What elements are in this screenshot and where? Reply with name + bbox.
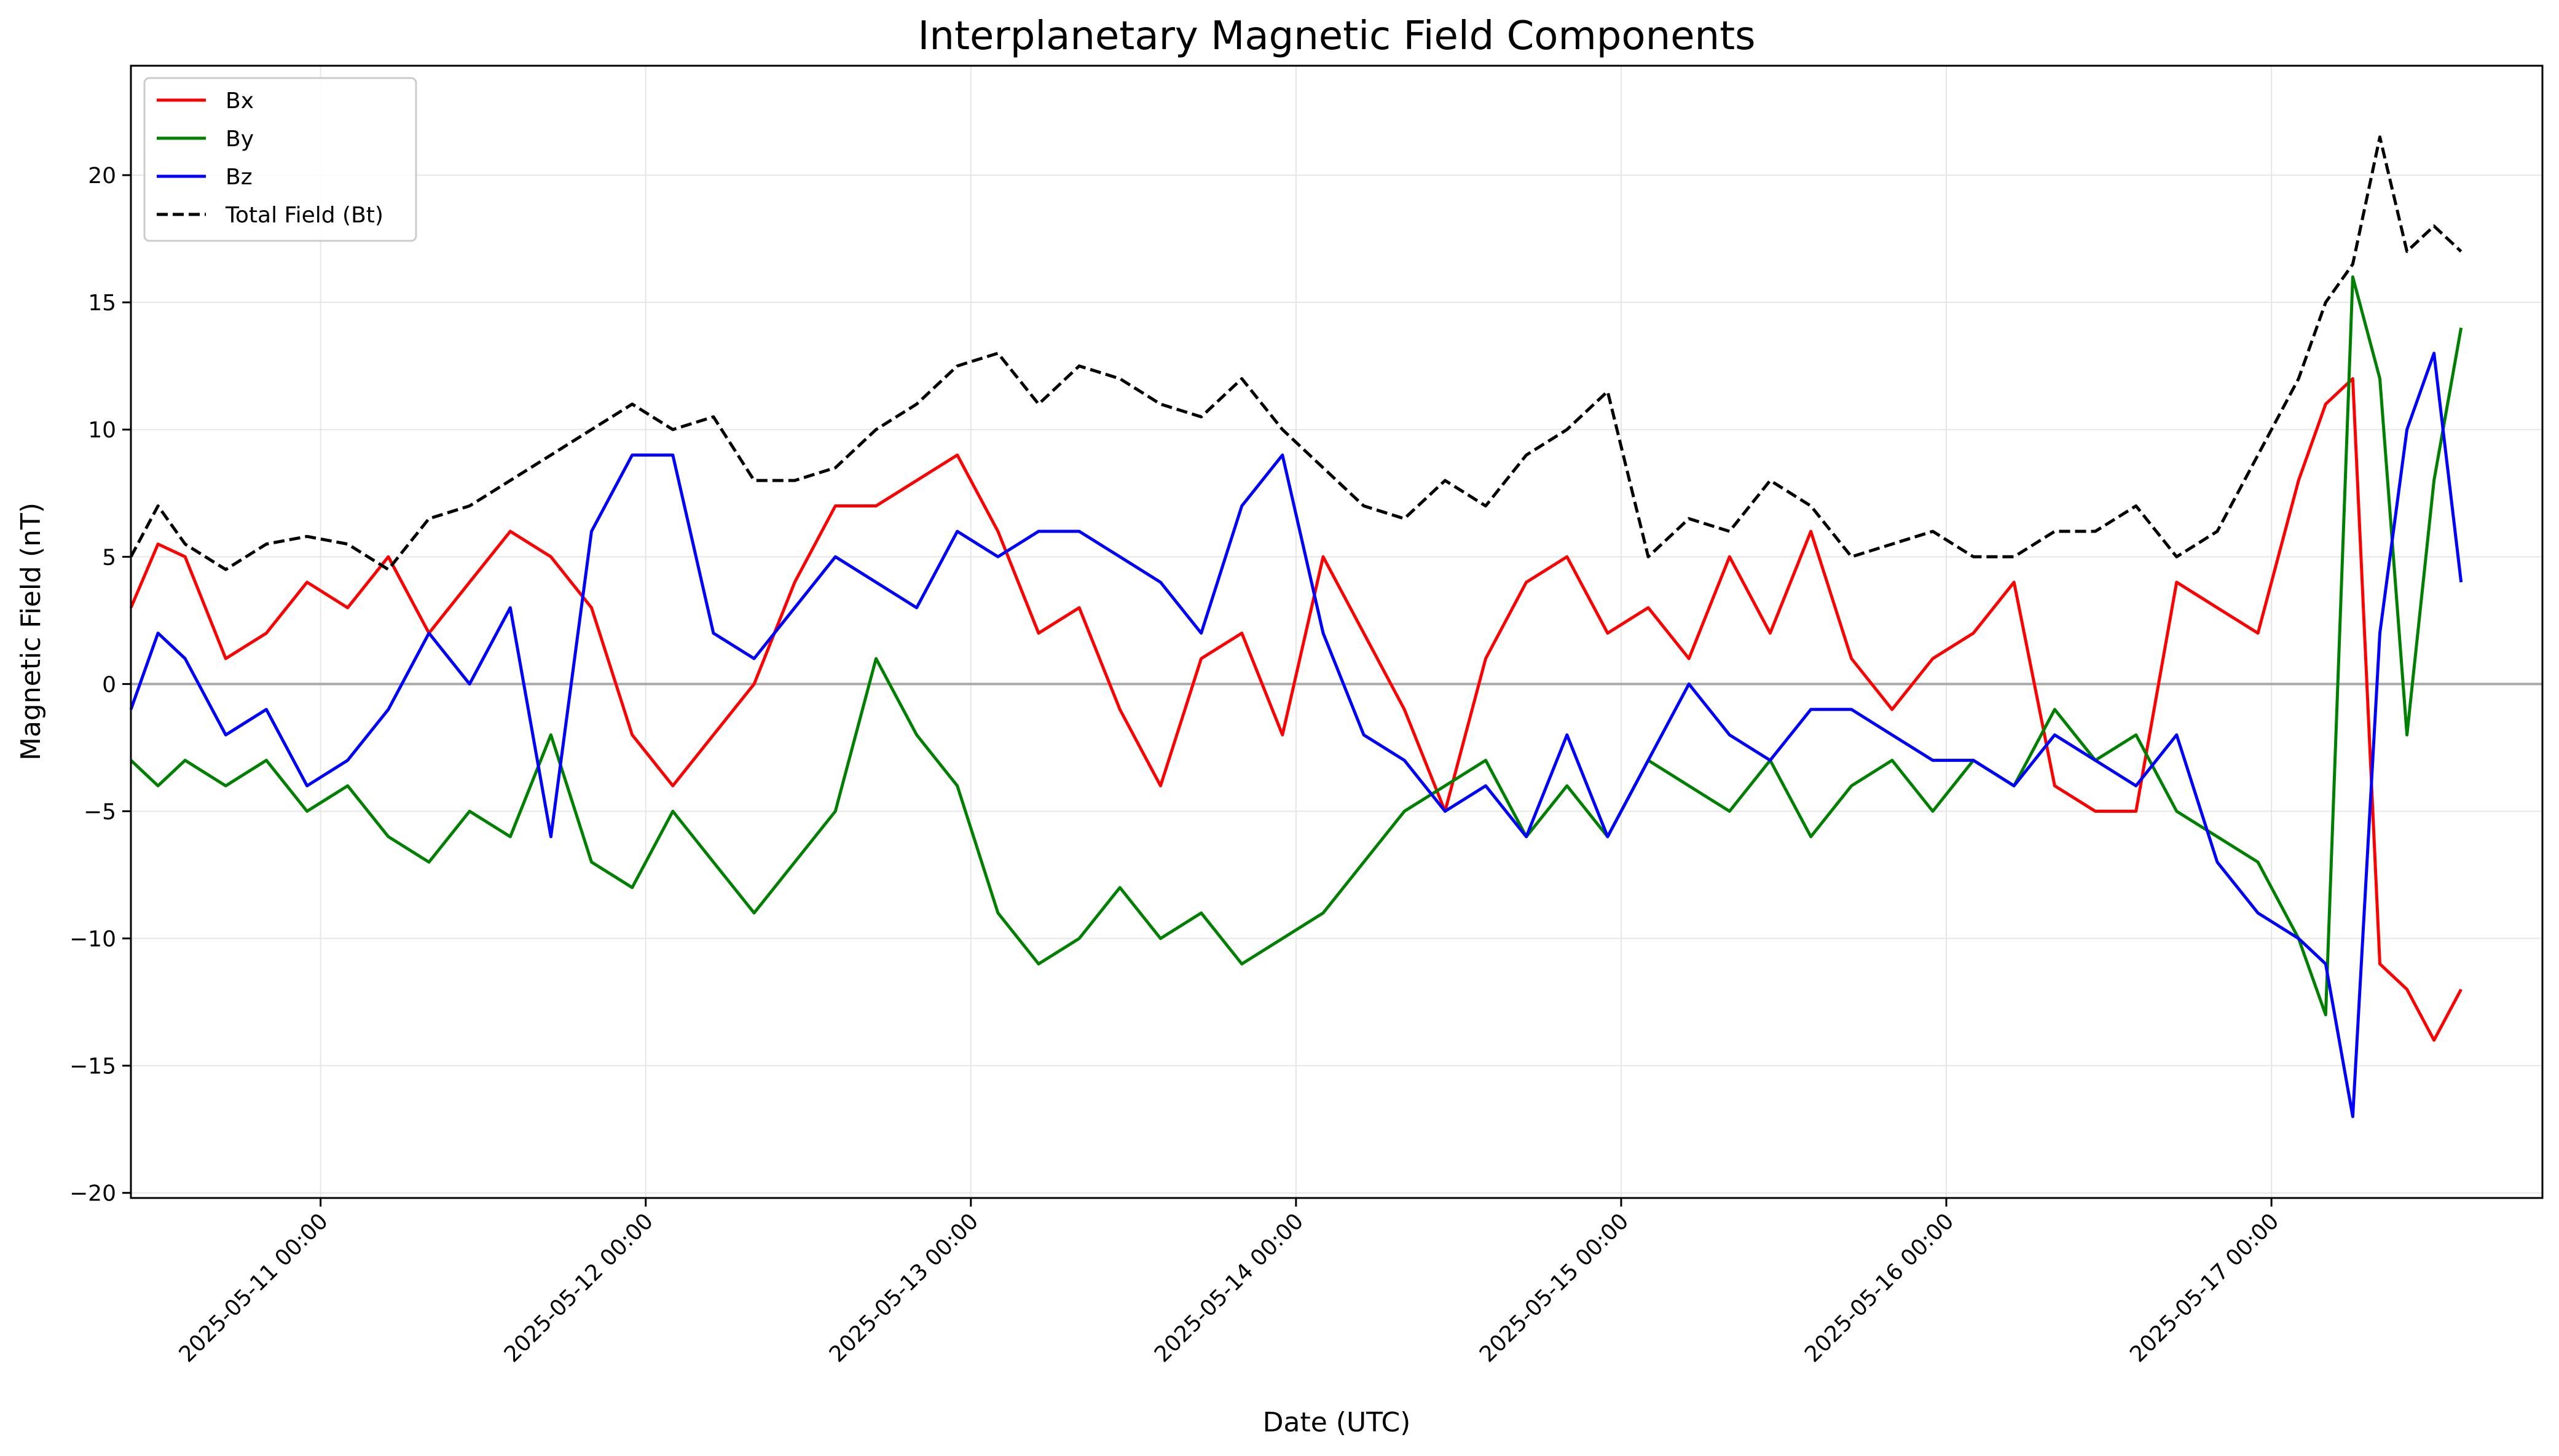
series-layer bbox=[129, 135, 2463, 1118]
y-tick-label: 20 bbox=[88, 163, 116, 189]
grid-layer bbox=[131, 66, 2542, 1198]
series-line-total-field-bt bbox=[129, 135, 2463, 571]
series-line-by bbox=[130, 275, 2463, 1017]
y-tick-label: −15 bbox=[69, 1054, 116, 1079]
series-line-bx bbox=[129, 377, 2463, 1042]
legend-label: Total Field (Bt) bbox=[225, 203, 383, 228]
y-axis-label: Magnetic Field (nT) bbox=[15, 503, 47, 761]
y-tick-label: 5 bbox=[102, 545, 116, 570]
y-tick-label: 10 bbox=[88, 418, 116, 443]
legend-box bbox=[143, 77, 417, 242]
chart-title: Interplanetary Magnetic Field Components bbox=[918, 14, 1756, 59]
legend-label: Bx bbox=[226, 88, 254, 114]
y-tick-label: −5 bbox=[84, 799, 116, 824]
y-tick-label: −20 bbox=[69, 1181, 116, 1207]
legend: Bx By Bz Total Field (Bt) bbox=[143, 77, 417, 242]
legend-items: Bx By Bz Total Field (Bt) bbox=[157, 88, 383, 228]
series-line-bz bbox=[129, 351, 2463, 1118]
y-tick-label: −10 bbox=[69, 927, 116, 952]
y-tick-label: 15 bbox=[88, 291, 116, 316]
plot-area-frame bbox=[130, 65, 2544, 1199]
legend-label: Bz bbox=[226, 165, 253, 190]
y-tick-label: 0 bbox=[102, 672, 116, 697]
x-axis-label: Date (UTC) bbox=[1263, 1407, 1411, 1438]
legend-label: By bbox=[226, 127, 254, 152]
y-axis-ticks: −20 −15 −10 −5 0 5 10 15 20 bbox=[69, 163, 131, 1207]
